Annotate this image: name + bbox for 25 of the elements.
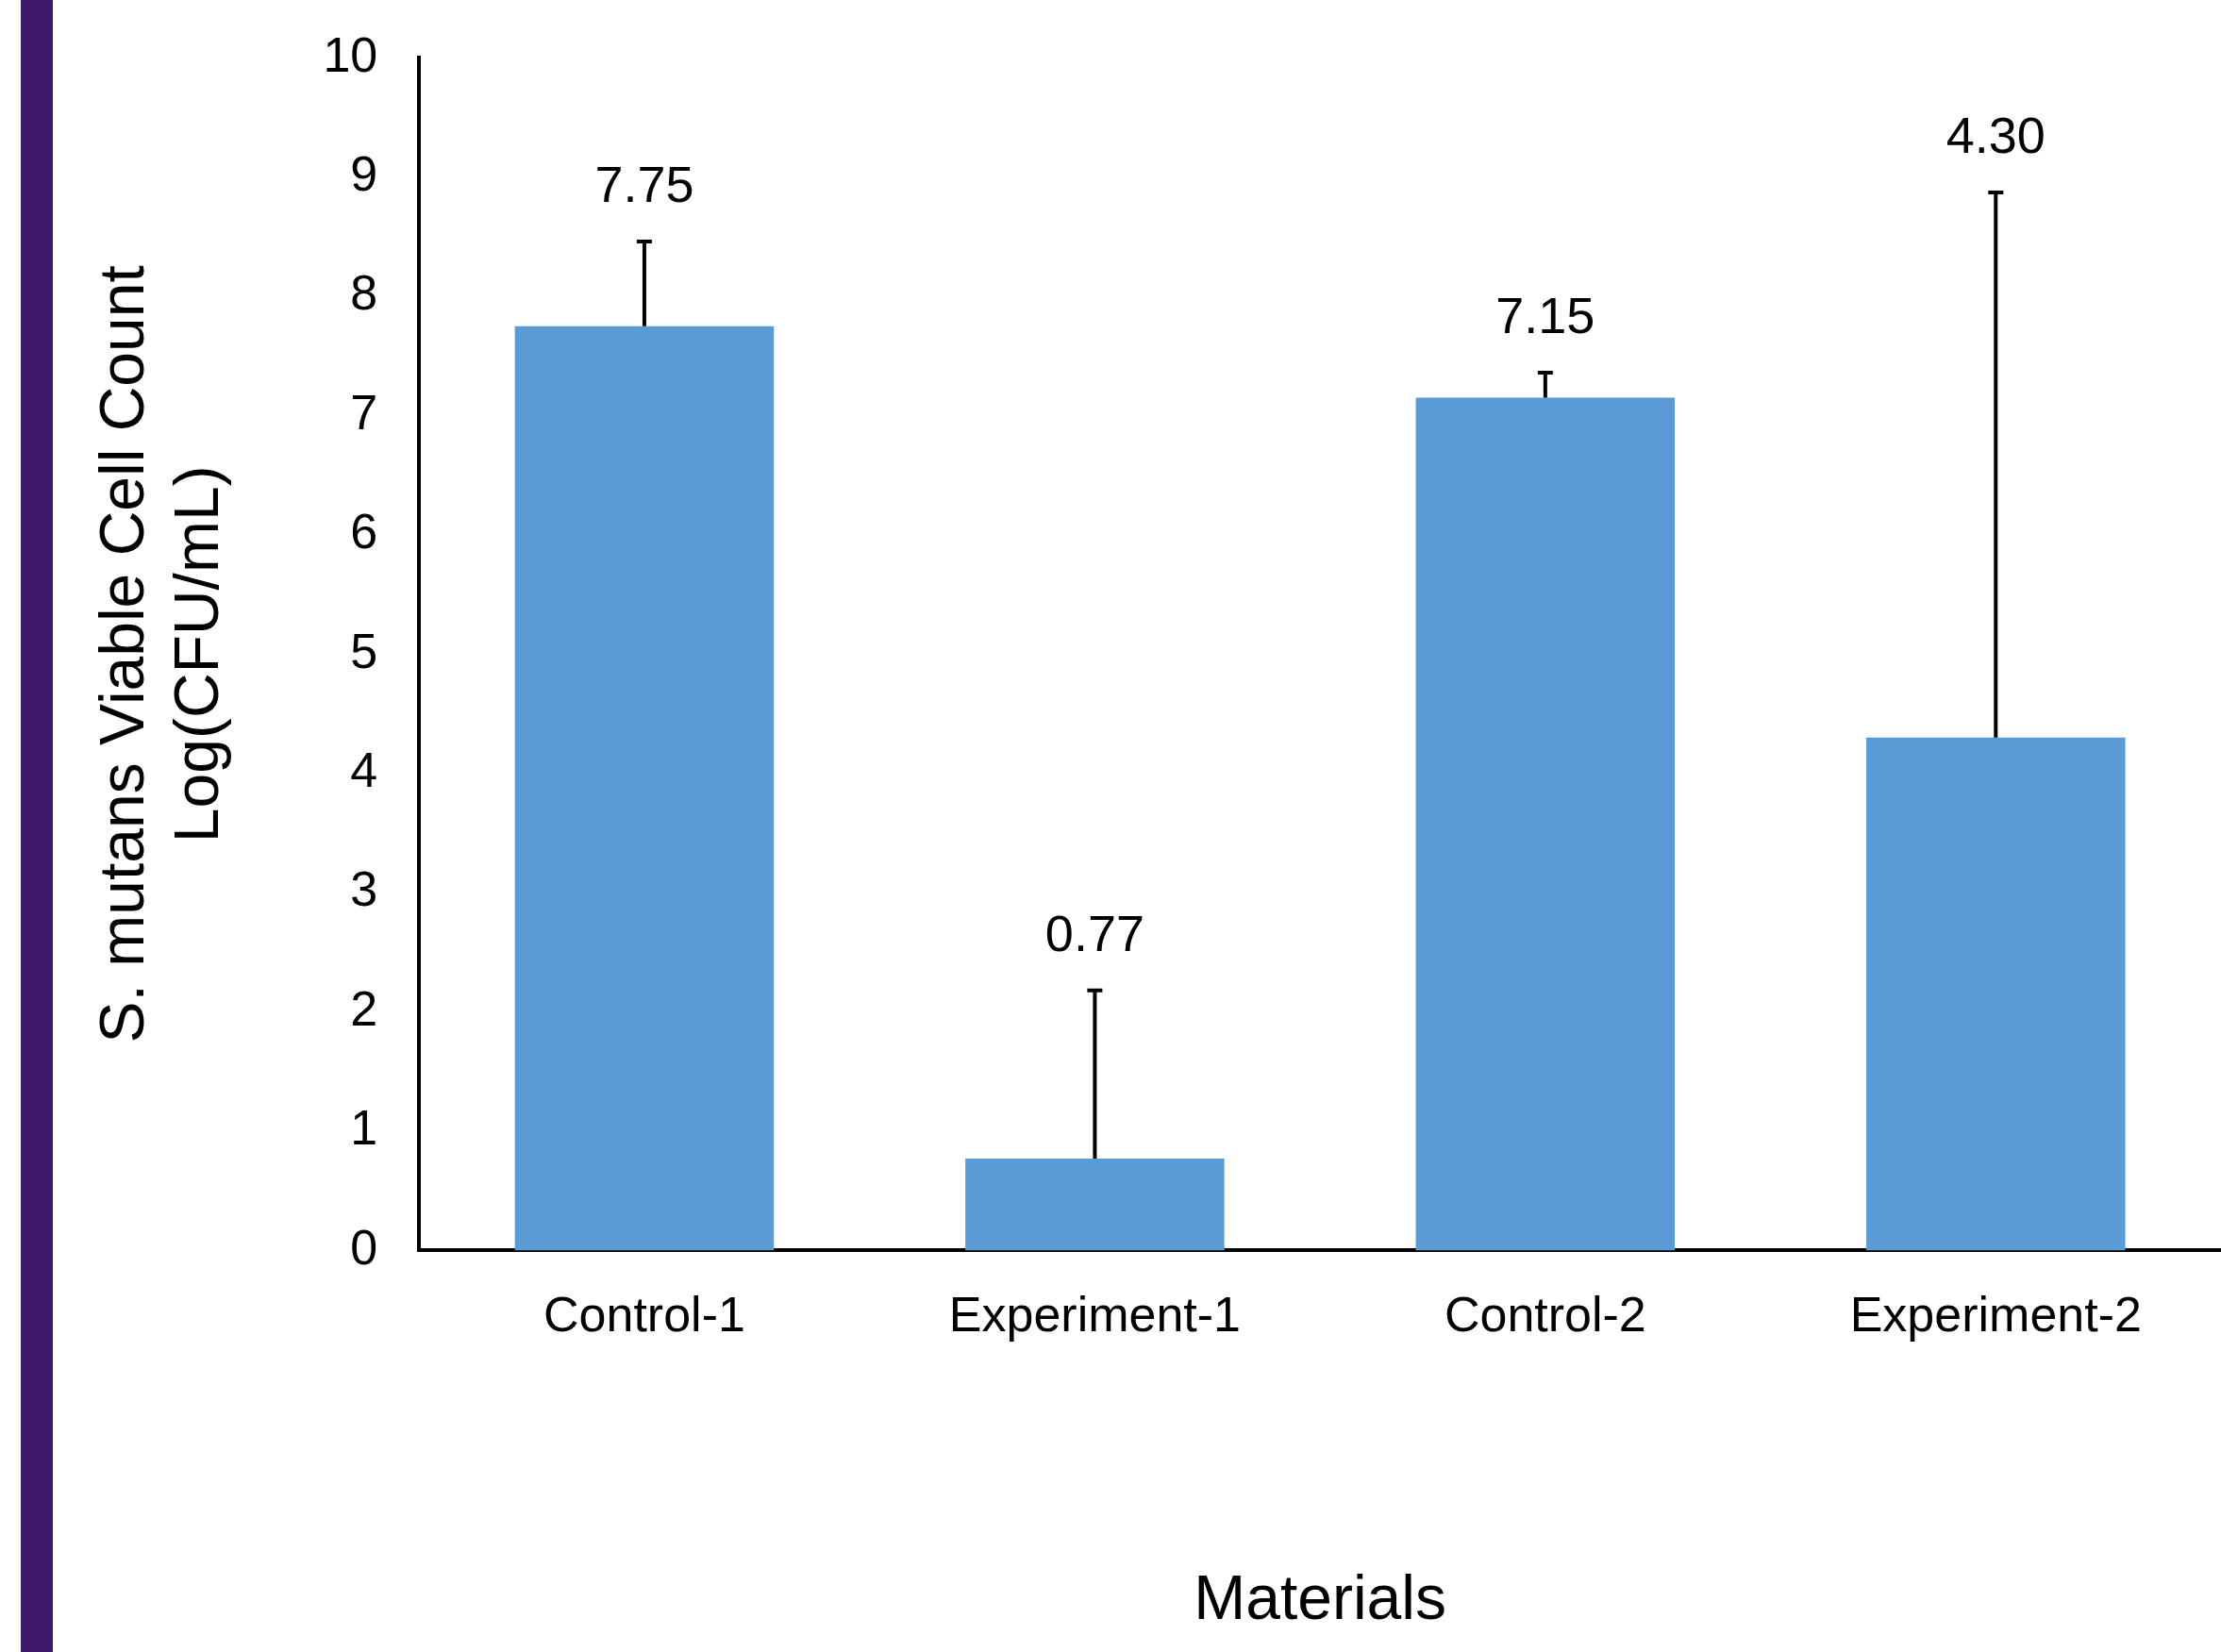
annotation: 0.77 (1044, 904, 1144, 961)
annotation: 7.15 (1495, 286, 1595, 343)
y-tick-label: 0 (350, 1219, 378, 1275)
x-tick-label: Experiment-2 (1849, 1286, 2142, 1342)
y-tick-label: 1 (350, 1100, 378, 1156)
x-tick-label: Control-1 (543, 1286, 745, 1342)
y-tick-label: 8 (350, 265, 378, 321)
y-tick-label: 3 (350, 861, 378, 917)
y-tick-label: 2 (350, 980, 378, 1036)
y-tick-label: 10 (323, 26, 378, 82)
bar (1866, 737, 2126, 1251)
y-tick-label: 4 (350, 743, 378, 798)
x-axis-title: Materials (1194, 1561, 1446, 1632)
y-axis-title: S. mutans Viable Cell Count Log(CFU/mL) (86, 265, 231, 1043)
y-tick-label: 7 (350, 384, 378, 440)
y-tick-label: 9 (350, 145, 378, 201)
y-tick-label: 6 (350, 504, 378, 559)
bar (965, 1159, 1225, 1251)
annotation: 4.30 (1945, 106, 2046, 163)
bar (1415, 397, 1676, 1251)
bar (514, 325, 775, 1251)
y-tick-label: 5 (350, 623, 378, 678)
annotation: 7.75 (594, 155, 694, 212)
x-tick-label: Experiment-1 (948, 1286, 1242, 1342)
x-tick-label: Control-2 (1444, 1286, 1646, 1342)
